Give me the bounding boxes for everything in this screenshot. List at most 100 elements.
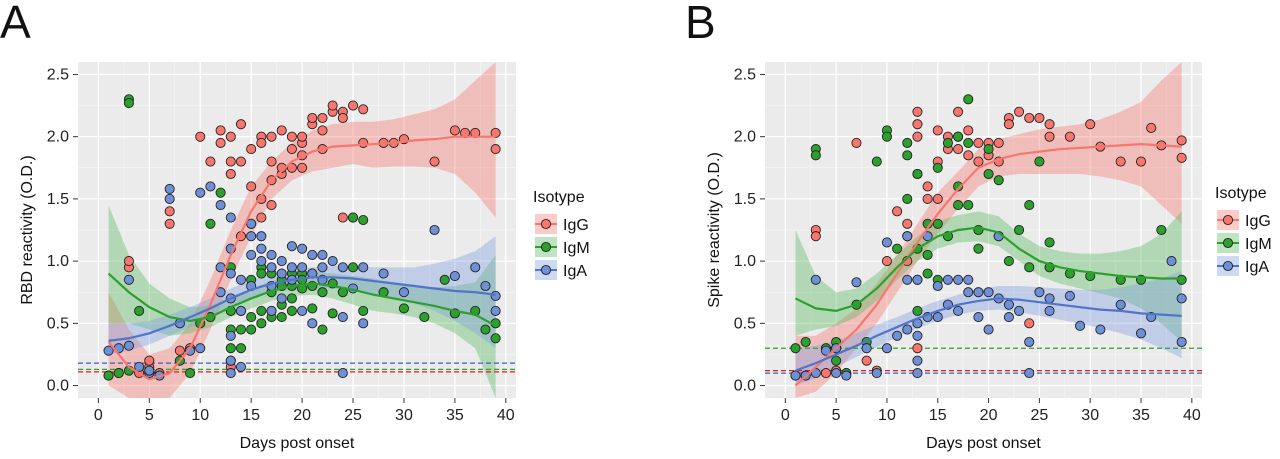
data-point-iga: [820, 345, 832, 356]
data-point-iga: [953, 274, 964, 285]
data-point-igm: [113, 368, 124, 379]
data-point-iga: [902, 324, 913, 335]
data-point-igg: [1176, 135, 1187, 146]
y-tick-label: 0.0: [734, 378, 756, 395]
data-point-igg: [953, 144, 964, 155]
data-point-iga: [256, 243, 267, 254]
data-point-iga: [480, 280, 491, 292]
data-point-iga: [358, 262, 369, 273]
data-point-iga: [429, 224, 440, 236]
data-point-igg: [861, 355, 872, 366]
confidence-band-iga: [108, 236, 496, 355]
data-point-igm: [902, 137, 913, 148]
data-point-iga: [861, 343, 872, 354]
data-point-iga: [932, 312, 943, 323]
data-point-iga: [297, 243, 308, 254]
data-point-igm: [286, 293, 297, 304]
data-point-igg: [266, 131, 277, 142]
data-point-igg: [810, 231, 821, 242]
x-tick-label: 5: [832, 407, 841, 424]
data-point-iga: [470, 262, 481, 273]
data-point-igg: [266, 200, 277, 211]
data-point-iga: [276, 268, 287, 279]
fit-line-iga: [795, 297, 1182, 372]
data-point-igg: [225, 168, 236, 180]
data-point-igg: [286, 144, 297, 155]
data-point-iga: [123, 274, 134, 285]
data-point-iga: [215, 200, 226, 211]
data-point-iga: [881, 237, 893, 248]
data-point-iga: [1115, 299, 1126, 310]
data-point-igm: [225, 343, 236, 354]
data-point-iga: [378, 268, 389, 279]
data-point-igg: [205, 156, 216, 167]
data-point-igg: [490, 144, 501, 155]
data-point-igm: [307, 303, 318, 314]
data-point-igg: [932, 125, 943, 136]
data-point-igg: [963, 125, 974, 136]
data-point-igg: [1003, 119, 1014, 130]
data-point-iga: [134, 361, 145, 372]
data-point-igm: [276, 312, 287, 323]
data-point-igg: [297, 162, 308, 173]
data-point-igg: [337, 212, 348, 223]
y-tick-label: 0.5: [47, 315, 69, 332]
data-point-igm: [953, 200, 964, 211]
data-point-igg: [1034, 112, 1045, 124]
legend-point-iga: [1222, 260, 1234, 272]
plot-area: [78, 62, 516, 398]
data-point-igm: [358, 214, 369, 226]
data-point-igg: [1146, 122, 1157, 134]
panel-letter: A: [0, 0, 31, 48]
fit-line-igg: [107, 135, 496, 381]
data-point-igm: [953, 181, 964, 192]
data-point-igg: [922, 193, 933, 204]
data-point-igm: [942, 137, 953, 148]
x-tick-label: 35: [446, 407, 464, 424]
data-point-igm: [439, 274, 450, 285]
legend-point-igg: [540, 218, 552, 230]
data-point-igg: [327, 100, 338, 111]
legend-label-igg: IgG: [1245, 213, 1271, 230]
data-point-igm: [1014, 224, 1025, 236]
fit-line-igm: [795, 226, 1182, 313]
data-point-igg: [225, 156, 236, 167]
data-point-igg: [912, 106, 923, 117]
data-point-iga: [973, 287, 984, 298]
data-point-iga: [1024, 368, 1035, 379]
y-tick-label: 2.0: [47, 129, 69, 146]
data-point-igm: [902, 150, 913, 161]
data-point-igg: [1064, 131, 1075, 142]
y-axis-label: RBD reactivity (O.D.): [19, 155, 36, 304]
data-point-igg: [256, 137, 267, 148]
data-point-igm: [205, 218, 216, 229]
data-point-igm: [235, 343, 247, 354]
y-tick-label: 1.0: [47, 253, 69, 270]
data-point-iga: [307, 318, 318, 329]
data-point-iga: [1074, 320, 1086, 331]
y-tick-label: 0.5: [734, 315, 756, 332]
data-point-igg: [123, 256, 134, 267]
x-tick-label: 20: [980, 407, 998, 424]
data-point-igg: [820, 368, 832, 379]
data-point-igg: [337, 112, 348, 124]
data-point-iga: [1044, 305, 1055, 316]
data-point-iga: [490, 290, 501, 302]
data-point-iga: [1003, 312, 1014, 323]
data-point-igm: [1003, 256, 1014, 267]
data-point-igm: [286, 305, 297, 316]
data-point-iga: [912, 355, 923, 366]
y-tick-label: 1.5: [734, 191, 756, 208]
data-point-iga: [103, 345, 114, 356]
legend-label-iga: IgA: [563, 263, 587, 280]
data-point-igg: [276, 125, 287, 136]
data-point-igg: [215, 125, 226, 136]
data-point-igm: [932, 162, 943, 173]
data-point-igm: [103, 370, 114, 381]
data-point-igm: [256, 318, 267, 329]
x-tick-label: 35: [1132, 407, 1150, 424]
data-point-igm: [480, 324, 491, 335]
data-point-iga: [1166, 256, 1177, 267]
x-tick-label: 25: [1030, 407, 1048, 424]
data-point-iga: [256, 231, 267, 242]
